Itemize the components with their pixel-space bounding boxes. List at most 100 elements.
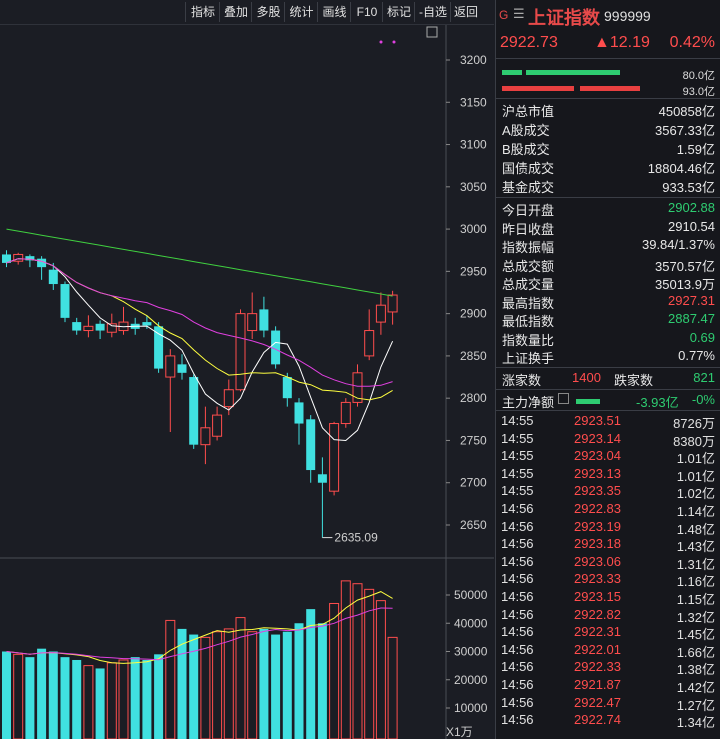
expand-icon[interactable] — [558, 393, 569, 404]
divider — [496, 367, 720, 368]
toolbar-button[interactable]: 多股 — [251, 2, 285, 22]
toolbar-button[interactable]: 标记 — [382, 2, 415, 22]
trade-time: 14:56 — [501, 659, 534, 675]
stat-label: 指数量比 — [502, 332, 555, 348]
volume-bar — [212, 631, 223, 739]
trade-price: 2923.13 — [574, 465, 621, 481]
stat-row: 今日开盘 2902.88 — [496, 200, 720, 218]
price-change-pct: 0.42% — [669, 34, 715, 51]
stat-row: 基金成交 933.53亿 — [496, 177, 720, 195]
toolbar-button[interactable]: 指标 — [185, 2, 220, 22]
indicator-dot — [392, 40, 396, 44]
toolbar-button[interactable]: F10 — [350, 2, 383, 22]
candle-body — [259, 309, 269, 331]
main-flow-value: -3.93亿 — [636, 395, 679, 410]
toolbar-button[interactable]: -自选 — [414, 2, 451, 22]
trade-time: 14:56 — [501, 536, 534, 552]
trade-time: 14:56 — [501, 712, 534, 728]
toolbar-button[interactable]: 画线 — [317, 2, 351, 22]
candle-body — [329, 423, 340, 492]
volume-bar — [387, 636, 398, 739]
volume-bar — [235, 617, 246, 739]
trade-amount: 1.27亿 — [676, 697, 715, 713]
candle-body — [375, 304, 386, 323]
trade-row: 14:55 2923.51 8726万 — [496, 413, 720, 431]
index-code: 999999 — [604, 8, 651, 24]
stat-row: 指数量比 0.69 — [496, 330, 720, 348]
trade-amount: 1.34亿 — [676, 715, 715, 731]
kline-svg[interactable]: 3200 3150 3100 3050 3000 2950 2900 2850 2800 2750… — [0, 25, 494, 739]
green-bar-label: 80.0亿 — [682, 70, 715, 82]
price-tick-label: 3000 — [460, 222, 487, 236]
volume-bar — [165, 619, 176, 739]
last-price: 2922.73 — [500, 34, 558, 51]
candle-body — [106, 323, 117, 333]
stat-value: 35013.9万 — [655, 277, 715, 292]
trade-time: 14:56 — [501, 518, 534, 534]
trade-row: 14:56 2923.06 1.31亿 — [496, 554, 720, 572]
divider — [496, 58, 720, 59]
trade-price: 2922.31 — [574, 624, 621, 640]
down-count-label: 跌家数 — [614, 373, 654, 388]
volume-bar — [118, 659, 129, 739]
trade-time: 14:56 — [501, 694, 534, 710]
stat-label: 最高指数 — [502, 295, 555, 311]
stat-label: 指数振幅 — [502, 240, 555, 255]
price-tick-label: 2750 — [460, 433, 487, 447]
trade-time: 14:56 — [501, 571, 534, 587]
stat-value: 3567.33亿 — [655, 123, 715, 138]
candle-body — [25, 256, 35, 261]
candle-body — [387, 294, 398, 313]
window-icon — [426, 26, 438, 38]
chart-toolbar: 指标 叠加 多股 统计 画线 F10 标记 -自选 返回 — [0, 0, 494, 25]
toolbar-button[interactable]: 叠加 — [219, 2, 252, 22]
trade-time: 14:55 — [501, 430, 534, 446]
candle-body — [48, 269, 58, 285]
volume-bar — [282, 631, 292, 739]
stat-value: 2910.54 — [668, 218, 715, 234]
menu-icon[interactable]: ☰ — [513, 6, 525, 21]
price-change: ▲12.19 — [594, 34, 650, 51]
price-tick-label: 2950 — [460, 264, 487, 278]
stat-row: A股成交 3567.33亿 — [496, 120, 720, 138]
stat-row: 沪总市值 450858亿 — [496, 101, 720, 119]
candle-body — [247, 313, 258, 332]
candle-body — [282, 377, 292, 399]
stat-value: 2902.88 — [668, 200, 715, 215]
trade-row: 14:56 2923.15 1.15亿 — [496, 589, 720, 607]
volume-tick-label: 30000 — [454, 645, 488, 659]
toolbar-button[interactable]: 返回 — [450, 2, 481, 22]
volume-bar — [142, 659, 152, 739]
stat-label: 昨日收盘 — [502, 221, 555, 237]
volume-bar — [106, 662, 117, 739]
candle-body — [306, 419, 316, 471]
price-tick-label: 3150 — [460, 95, 487, 109]
stat-label: 总成交量 — [502, 277, 555, 292]
stat-value: 0.69 — [689, 329, 715, 345]
divider — [496, 98, 720, 99]
index-name: 上证指数 — [528, 8, 600, 28]
trade-amount: 1.16亿 — [676, 574, 715, 590]
toolbar-button[interactable]: 统计 — [284, 2, 318, 22]
trade-time: 14:55 — [501, 483, 534, 499]
stat-value: 3570.57亿 — [655, 258, 715, 274]
trade-row: 14:55 2923.13 1.01亿 — [496, 465, 720, 484]
trade-amount: 1.14亿 — [676, 504, 715, 519]
trade-amount: 1.38亿 — [676, 662, 715, 678]
kline-chart[interactable]: 3200 3150 3100 3050 3000 2950 2900 2850 2800 2750… — [0, 25, 494, 739]
stat-row: 昨日收盘 2910.54 — [496, 219, 720, 237]
candle-body — [154, 326, 164, 369]
price-tick-label: 2850 — [460, 349, 487, 363]
trade-time: 14:55 — [501, 465, 534, 481]
candle-body — [352, 372, 363, 403]
trade-amount: 1.15亿 — [676, 592, 715, 607]
trade-price: 2923.35 — [574, 483, 621, 499]
volume-bar — [48, 651, 58, 739]
low-annotation: 2635.09 — [334, 531, 378, 545]
candle-body — [13, 253, 24, 262]
main-flow-pct: -0% — [691, 392, 715, 407]
g-label[interactable]: G — [499, 8, 509, 22]
trade-amount: 1.42亿 — [676, 680, 715, 695]
trade-price: 2923.51 — [574, 413, 621, 428]
main-flow-row: 主力净额 -3.93亿 -0% — [496, 392, 720, 410]
